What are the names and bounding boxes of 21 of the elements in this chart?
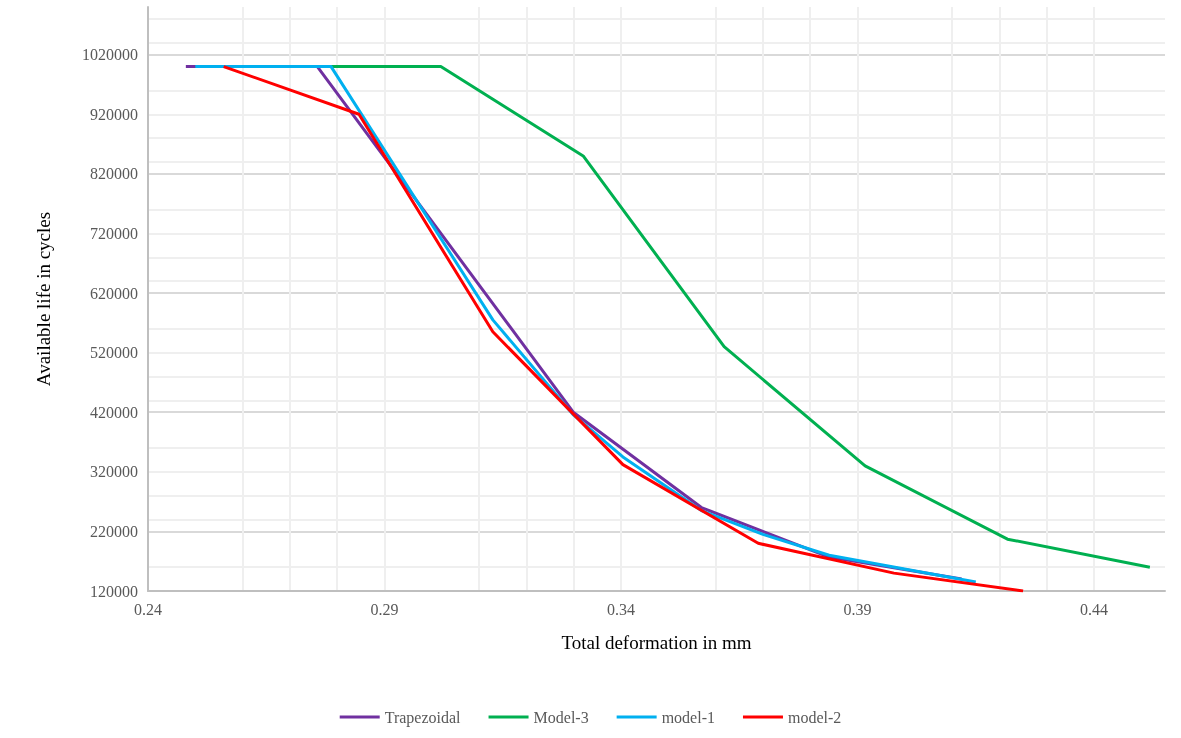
x-tick-label: 0.34 [607,600,636,618]
x-tick-label: 0.24 [134,600,162,618]
x-tick-label: 0.39 [843,600,872,618]
y-axis-title: Available life in cycles [33,211,54,387]
y-tick-label: 1020000 [82,46,138,64]
legend-label: model-1 [661,708,715,726]
legend-label: Trapezoidal [384,708,462,727]
y-tick-label: 520000 [90,344,138,362]
legend-label: model-2 [787,708,842,726]
y-tick-label: 220000 [90,522,138,540]
y-tick-label: 420000 [90,403,138,421]
y-tick-label: 820000 [90,165,138,183]
x-axis-title: Total deformation in mm [561,632,752,653]
x-tick-label: 0.29 [370,600,399,618]
y-tick-label: 320000 [90,463,138,481]
x-tick-label: 0.44 [1080,600,1109,618]
y-tick-label: 620000 [90,284,138,302]
y-tick-label: 120000 [90,582,138,600]
y-tick-label: 720000 [90,224,138,242]
y-tick-label: 920000 [90,105,138,123]
legend-label: Model-3 [533,708,589,726]
